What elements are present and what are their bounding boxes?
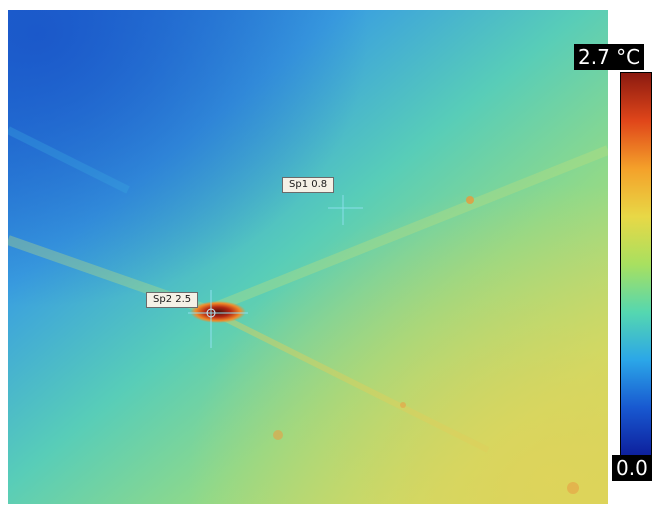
spot-1-label: Sp1 0.8 bbox=[282, 177, 335, 193]
thermal-scene bbox=[8, 10, 608, 504]
spot-1-crosshair bbox=[328, 195, 363, 225]
thermal-image bbox=[8, 10, 608, 504]
spot-2-label: Sp2 2.5 bbox=[146, 292, 199, 308]
spot-2-crosshair bbox=[188, 290, 248, 348]
temperature-scale-bar bbox=[620, 72, 652, 457]
scale-min-label: 0.0 bbox=[612, 455, 652, 481]
scale-max-label: 2.7 °C bbox=[574, 44, 645, 70]
